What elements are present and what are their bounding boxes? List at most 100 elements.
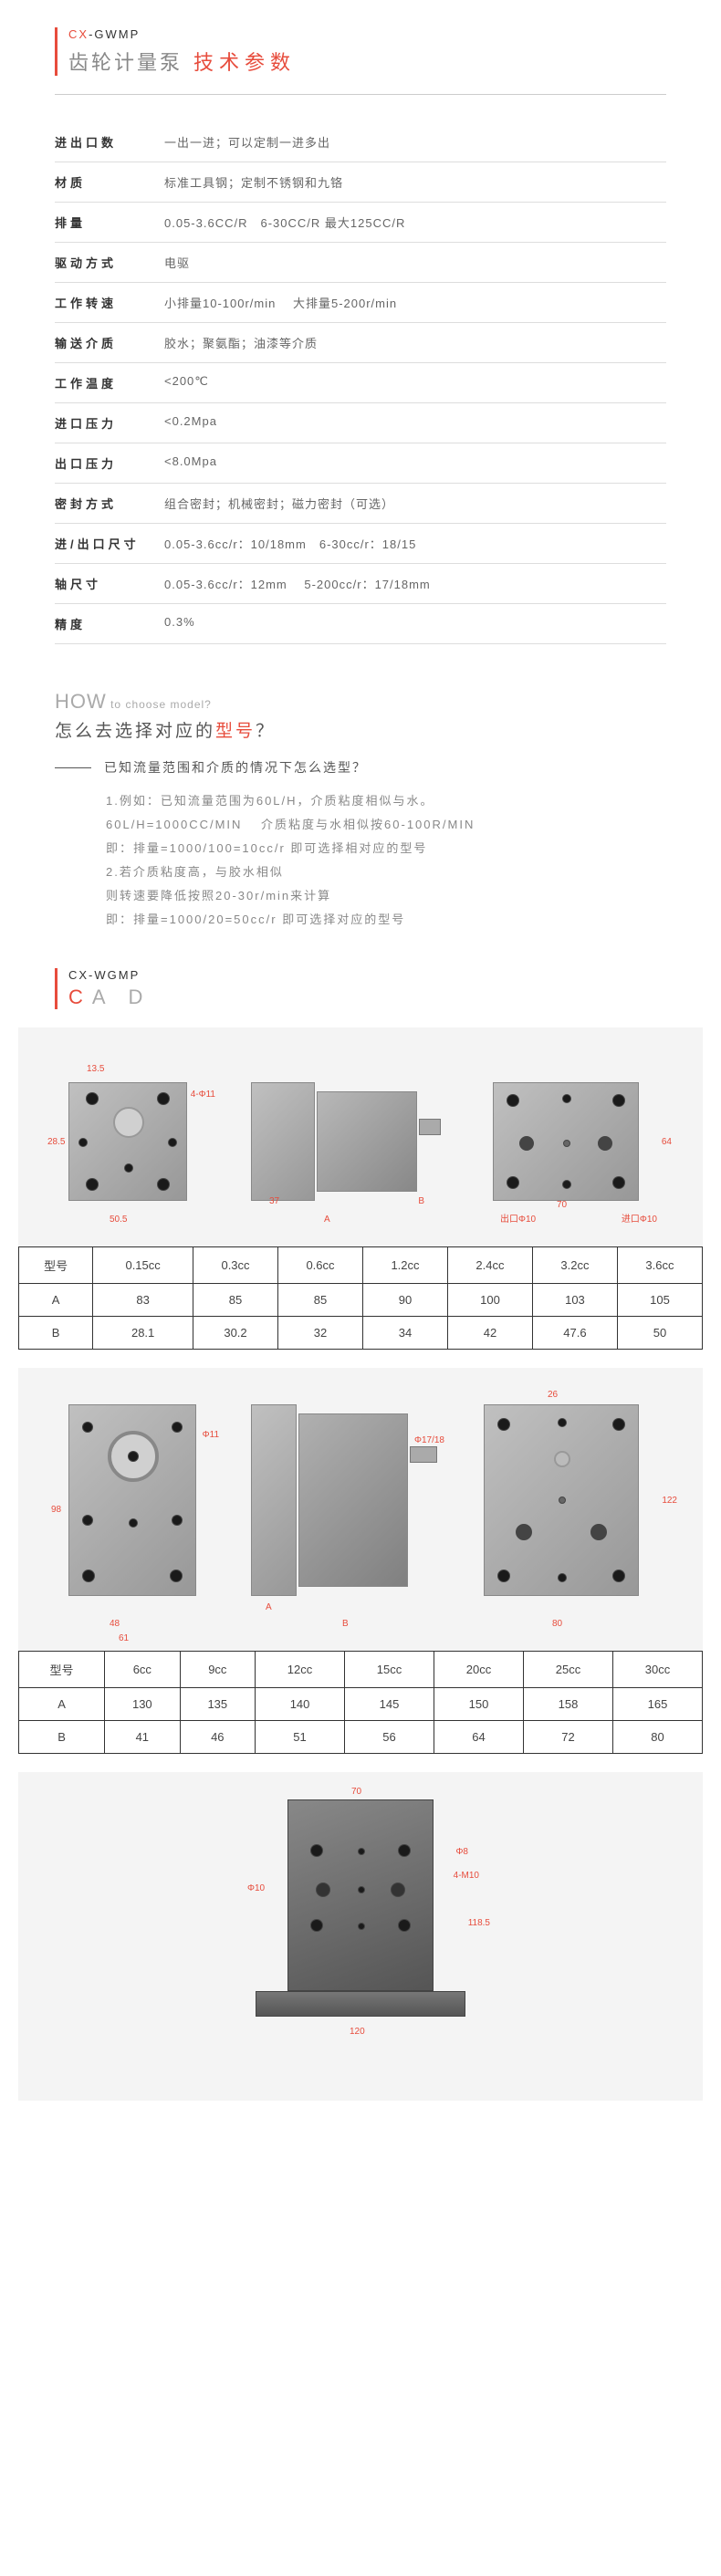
how-body: 1.例如：已知流量范围为60L/H，介质粘度相似与水。60L/H=1000CC/… — [55, 789, 666, 932]
table-cell: A — [19, 1284, 93, 1317]
table-cell: 42 — [447, 1317, 532, 1350]
table-cell: 165 — [612, 1688, 702, 1721]
section-title: 齿轮计量泵技术参数 — [68, 47, 666, 76]
how-to-choose-section: HOW to choose model? 怎么去选择对应的型号？ 已知流量范围和… — [0, 662, 721, 959]
table-cell: 28.1 — [93, 1317, 193, 1350]
back-view-1: 64 70 出口Φ10 进口Φ10 — [484, 1055, 666, 1228]
spec-row: 输送介质胶水；聚氨酯；油漆等介质 — [55, 323, 666, 363]
table-cell: A — [19, 1688, 105, 1721]
spec-value: 小排量10-100r/min 大排量5-200r/min — [164, 294, 666, 311]
table-cell: 83 — [93, 1284, 193, 1317]
how-subquestion: 已知流量范围和介质的情况下怎么选型？ — [55, 758, 666, 777]
table-cell: 46 — [180, 1721, 255, 1754]
table-cell: 85 — [278, 1284, 363, 1317]
how-subtitle: 怎么去选择对应的型号？ — [55, 717, 666, 742]
how-title: HOW to choose model? — [55, 690, 666, 714]
table-cell: B — [19, 1721, 105, 1754]
table-cell: 64 — [434, 1721, 524, 1754]
spec-row: 进出口数一出一进；可以定制一进多出 — [55, 122, 666, 162]
spec-value: 0.05-3.6CC/R 6-30CC/R 最大125CC/R — [164, 214, 666, 231]
table-cell: 103 — [532, 1284, 617, 1317]
spec-label: 工作温度 — [55, 374, 164, 391]
table-cell: 34 — [362, 1317, 447, 1350]
table-cell: B — [19, 1317, 93, 1350]
spec-value: 0.3% — [164, 615, 666, 632]
table-header-cell: 型号 — [19, 1247, 93, 1284]
spec-row: 排量0.05-3.6CC/R 6-30CC/R 最大125CC/R — [55, 203, 666, 243]
cad-title-ad: A D — [92, 986, 152, 1008]
table-header-cell: 25cc — [524, 1652, 613, 1688]
table-cell: 32 — [278, 1317, 363, 1350]
spec-row: 工作转速小排量10-100r/min 大排量5-200r/min — [55, 283, 666, 323]
spec-row: 轴尺寸0.05-3.6cc/r：12mm 5-200cc/r：17/18mm — [55, 564, 666, 604]
spec-value: 0.05-3.6cc/r：10/18mm 6-30cc/r：18/15 — [164, 535, 666, 552]
spec-label: 进出口数 — [55, 133, 164, 151]
table-header-cell: 3.6cc — [617, 1247, 702, 1284]
table-cell: 145 — [345, 1688, 434, 1721]
spec-row: 密封方式组合密封；机械密封；磁力密封（可选） — [55, 484, 666, 524]
table-cell: 30.2 — [193, 1317, 278, 1350]
how-body-line: 即：排量=1000/20=50cc/r 即可选择对应的型号 — [106, 908, 666, 932]
table-cell: 90 — [362, 1284, 447, 1317]
spec-label: 排量 — [55, 214, 164, 231]
spec-row: 进/出口尺寸0.05-3.6cc/r：10/18mm 6-30cc/r：18/1… — [55, 524, 666, 564]
table-header-cell: 型号 — [19, 1652, 105, 1688]
spec-label: 输送介质 — [55, 334, 164, 351]
table-cell: 50 — [617, 1317, 702, 1350]
cad-drawing-row-3: 70 Φ10 Φ8 4-M10 118.5 120 — [18, 1772, 703, 2101]
cad-model-code: CX-WGMP — [68, 968, 666, 982]
cad-title-c: C — [68, 986, 92, 1008]
spec-label: 工作转速 — [55, 294, 164, 311]
how-body-line: 则转速要降低按照20-30r/min来计算 — [106, 884, 666, 908]
table-header-cell: 0.15cc — [93, 1247, 193, 1284]
spec-value: 标准工具钢；定制不锈钢和九铬 — [164, 173, 666, 191]
table-header-cell: 0.6cc — [278, 1247, 363, 1284]
side-view-1: 37 A B — [233, 1055, 452, 1228]
spec-label: 进口压力 — [55, 414, 164, 432]
back-view-2: 26 122 80 — [475, 1395, 666, 1632]
spec-value: <0.2Mpa — [164, 414, 666, 432]
table-cell: 47.6 — [532, 1317, 617, 1350]
table-cell: 130 — [105, 1688, 180, 1721]
front-view-1: 13.5 28.5 50.5 4-Φ11 — [55, 1055, 201, 1228]
spec-value: 电驱 — [164, 254, 666, 271]
cad-drawing-row-2: Φ11 98 48 61 Φ17/18 A B 26 122 80 — [18, 1368, 703, 1651]
spec-row: 材质标准工具钢；定制不锈钢和九铬 — [55, 162, 666, 203]
how-body-line: 60L/H=1000CC/MIN 介质粘度与水相似按60-100R/MIN — [106, 813, 666, 837]
table-cell: 135 — [180, 1688, 255, 1721]
how-body-line: 即：排量=1000/100=10cc/r 即可选择相对应的型号 — [106, 837, 666, 860]
model-code: CX-GWMP — [68, 27, 666, 41]
spec-value: 胶水；聚氨酯；油漆等介质 — [164, 334, 666, 351]
table-cell: 105 — [617, 1284, 702, 1317]
spec-label: 轴尺寸 — [55, 575, 164, 592]
how-body-line: 1.例如：已知流量范围为60L/H，介质粘度相似与水。 — [106, 789, 666, 813]
table-cell: 80 — [612, 1721, 702, 1754]
table-cell: 51 — [256, 1721, 345, 1754]
cad-drawing-row-1: 13.5 28.5 50.5 4-Φ11 37 A B 64 70 出口Φ10 … — [18, 1027, 703, 1246]
spec-row: 出口压力<8.0Mpa — [55, 443, 666, 484]
table-cell: 72 — [524, 1721, 613, 1754]
dimension-table-1: 型号0.15cc0.3cc0.6cc1.2cc2.4cc3.2cc3.6ccA8… — [18, 1246, 703, 1350]
spec-row: 精度0.3% — [55, 604, 666, 644]
tech-spec-header: CX-GWMP 齿轮计量泵技术参数 — [0, 0, 721, 94]
spec-row: 进口压力<0.2Mpa — [55, 403, 666, 443]
table-header-cell: 1.2cc — [362, 1247, 447, 1284]
front-view-2: Φ11 98 48 61 — [55, 1395, 210, 1632]
spec-table: 进出口数一出一进；可以定制一进多出材质标准工具钢；定制不锈钢和九铬排量0.05-… — [0, 104, 721, 662]
spec-value: 0.05-3.6cc/r：12mm 5-200cc/r：17/18mm — [164, 575, 666, 592]
table-cell: 100 — [447, 1284, 532, 1317]
spec-label: 精度 — [55, 615, 164, 632]
table-header-cell: 12cc — [256, 1652, 345, 1688]
how-body-line: 2.若介质粘度高，与胶水相似 — [106, 860, 666, 884]
spec-row: 驱动方式电驱 — [55, 243, 666, 283]
spec-label: 进/出口尺寸 — [55, 535, 164, 552]
table-header-cell: 3.2cc — [532, 1247, 617, 1284]
table-header-cell: 15cc — [345, 1652, 434, 1688]
spec-value: <200℃ — [164, 374, 666, 391]
spec-label: 密封方式 — [55, 495, 164, 512]
table-cell: 150 — [434, 1688, 524, 1721]
table-header-cell: 20cc — [434, 1652, 524, 1688]
spec-label: 材质 — [55, 173, 164, 191]
table-header-cell: 6cc — [105, 1652, 180, 1688]
table-cell: 56 — [345, 1721, 434, 1754]
